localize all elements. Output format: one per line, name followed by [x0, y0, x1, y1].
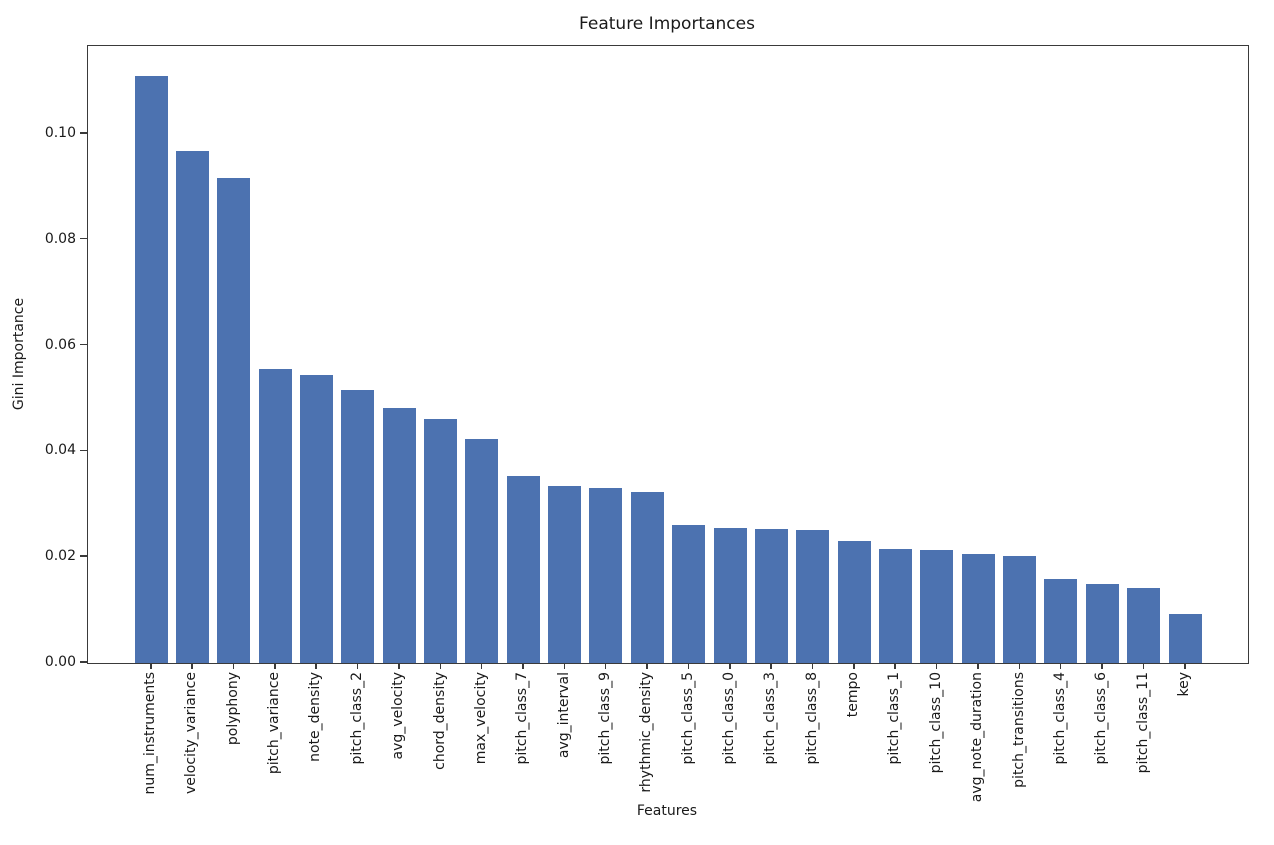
x-tick-label-pitch_class_1: pitch_class_1 [886, 672, 903, 765]
bar-note_density [299, 374, 333, 663]
x-tick-mark [274, 663, 276, 669]
bar-avg_interval [548, 486, 582, 663]
y-tick-label-0.06: 0.06 [44, 336, 76, 353]
x-tick-label-pitch_class_4: pitch_class_4 [1051, 672, 1068, 765]
x-tick-mark [935, 663, 938, 669]
x-tick-mark [563, 663, 566, 669]
x-tick-mark [604, 663, 607, 669]
bar-pitch_class_6 [1085, 583, 1119, 663]
x-tick-mark [1059, 663, 1062, 669]
bar-pitch_class_10 [920, 550, 954, 663]
y-tick-label-0.00: 0.00 [44, 654, 76, 670]
y-tick-mark [80, 449, 87, 452]
x-tick-mark [977, 663, 979, 669]
bar-pitch_class_9 [589, 488, 623, 663]
x-tick-label-pitch_transitions: pitch_transitions [1010, 672, 1027, 788]
x-tick-label-pitch_class_7: pitch_class_7 [514, 672, 531, 765]
bar-pitch_variance [258, 369, 292, 663]
x-tick-mark [853, 663, 855, 669]
x-tick-mark [191, 663, 193, 669]
bar-num_instruments [134, 75, 168, 663]
x-tick-mark [770, 663, 772, 669]
bar-rhythmic_density [630, 491, 664, 663]
x-tick-label-pitch_class_5: pitch_class_5 [679, 672, 696, 765]
x-tick-mark [150, 663, 152, 669]
y-tick-label-0.10: 0.10 [44, 124, 76, 141]
y-tick-label-0.02: 0.02 [44, 548, 76, 565]
x-tick-label-pitch_class_2: pitch_class_2 [348, 672, 365, 765]
x-tick-mark [439, 663, 442, 669]
x-tick-label-avg_velocity: avg_velocity [390, 672, 407, 760]
bar-tempo [837, 540, 871, 663]
x-tick-mark [1184, 663, 1186, 669]
x-tick-label-velocity_variance: velocity_variance [183, 672, 200, 794]
x-tick-mark [232, 663, 235, 669]
x-tick-label-pitch_class_6: pitch_class_6 [1093, 672, 1110, 765]
y-tick-label-0.04: 0.04 [44, 442, 76, 459]
x-tick-label-pitch_class_8: pitch_class_8 [803, 672, 820, 765]
x-tick-label-chord_density: chord_density [431, 672, 448, 770]
bar-avg_note_duration [961, 554, 995, 663]
x-tick-mark [687, 663, 690, 669]
bar-pitch_class_5 [672, 524, 706, 663]
x-tick-mark [1101, 663, 1103, 669]
bar-pitch_class_11 [1127, 588, 1161, 663]
x-tick-label-pitch_class_3: pitch_class_3 [762, 672, 779, 765]
bar-key [1168, 614, 1202, 663]
x-tick-mark [811, 663, 814, 669]
plot-area [87, 45, 1249, 664]
x-tick-mark [1018, 663, 1021, 669]
bar-pitch_class_4 [1044, 578, 1078, 663]
x-tick-label-avg_interval: avg_interval [555, 672, 572, 759]
bar-pitch_class_7 [506, 475, 540, 663]
x-tick-label-rhythmic_density: rhythmic_density [638, 672, 655, 793]
y-tick-mark [80, 555, 87, 557]
chart-title: Feature Importances [579, 14, 755, 34]
y-tick-mark [80, 237, 87, 240]
bar-velocity_variance [175, 151, 209, 663]
x-tick-label-avg_note_duration: avg_note_duration [969, 672, 986, 803]
bar-max_velocity [465, 438, 499, 663]
bar-chord_density [424, 419, 458, 663]
y-tick-mark [80, 132, 87, 134]
x-tick-mark [646, 663, 648, 669]
x-tick-label-pitch_class_0: pitch_class_0 [721, 672, 738, 765]
y-axis-title: Gini Importance [11, 297, 27, 411]
x-tick-label-pitch_class_10: pitch_class_10 [927, 672, 944, 774]
bar-pitch_transitions [1003, 555, 1037, 663]
x-tick-mark [356, 663, 359, 669]
y-tick-label-0.08: 0.08 [44, 230, 76, 247]
bar-pitch_class_3 [754, 528, 788, 663]
y-tick-mark [80, 661, 87, 663]
x-tick-label-tempo: tempo [845, 672, 862, 718]
x-tick-mark [480, 663, 483, 669]
x-tick-mark [894, 663, 896, 669]
x-tick-mark [729, 663, 731, 669]
x-tick-label-note_density: note_density [307, 672, 324, 762]
bar-pitch_class_2 [341, 390, 375, 663]
bar-pitch_class_8 [796, 529, 830, 663]
bar-pitch_class_0 [713, 527, 747, 663]
bar-avg_velocity [382, 408, 416, 663]
x-tick-mark [1142, 663, 1145, 669]
y-tick-mark [80, 343, 87, 346]
x-axis-title: Features [636, 803, 698, 819]
x-tick-label-max_velocity: max_velocity [472, 672, 489, 765]
x-tick-mark [398, 663, 400, 669]
x-tick-label-pitch_class_9: pitch_class_9 [596, 672, 613, 765]
x-tick-label-num_instruments: num_instruments [142, 672, 158, 795]
x-tick-label-polyphony: polyphony [224, 672, 241, 746]
x-tick-mark [522, 663, 524, 669]
x-tick-label-pitch_variance: pitch_variance [266, 672, 283, 775]
bar-pitch_class_1 [878, 548, 912, 663]
x-tick-label-key: key [1176, 672, 1192, 697]
x-tick-mark [315, 663, 317, 669]
x-tick-label-pitch_class_11: pitch_class_11 [1134, 672, 1151, 774]
bar-polyphony [217, 178, 251, 663]
